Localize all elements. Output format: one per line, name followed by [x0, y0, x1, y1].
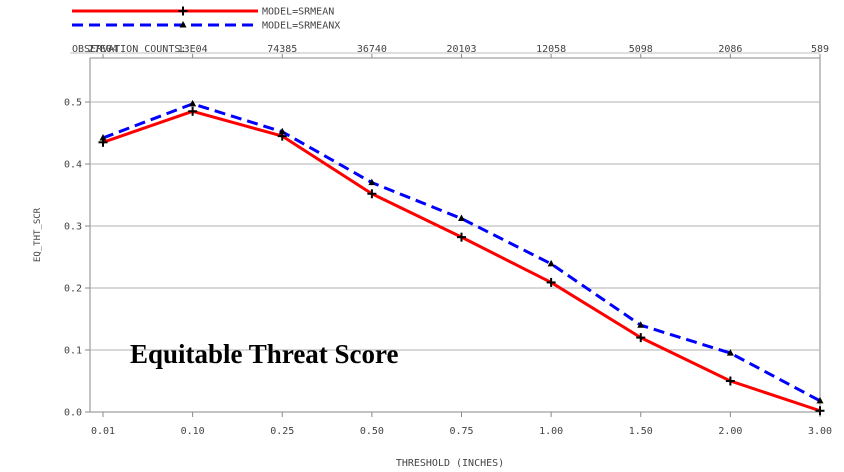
x-tick-label: 1.00: [539, 426, 563, 437]
y-tick-label: 0.3: [64, 222, 82, 233]
point-marker-triangle: [99, 133, 107, 141]
x-tick-label: 0.10: [181, 426, 205, 437]
y-tick-label: 0.1: [64, 346, 82, 357]
point-marker-plus: [457, 232, 466, 242]
observation-counts: 27E04 13E04 74385 36740 20103 12058 5098 2086 58…: [70, 44, 829, 58]
legend-entry: MODEL=SRMEANX: [72, 21, 340, 32]
point-marker-triangle: [547, 259, 555, 267]
x-tick-label: 0.01: [91, 426, 115, 437]
y-tick-label: 0.2: [64, 284, 82, 295]
x-tick-label: 2.00: [718, 426, 742, 437]
point-marker-triangle: [816, 396, 824, 404]
observation-count: 12058: [536, 44, 566, 55]
point-marker-triangle: [637, 321, 645, 328]
point-marker-plus: [367, 189, 377, 199]
point-marker-triangle: [726, 349, 734, 356]
observation-count: 27E04: [88, 44, 118, 55]
point-marker-triangle: [189, 99, 197, 107]
x-axis-ticks: 0.01 0.10 0.25 0.50 0.75 1.00 1.50 2.00 3.00: [91, 412, 832, 437]
observation-count: 20103: [446, 44, 476, 55]
series-model-srmeanx: [99, 99, 824, 404]
observation-count: 589: [811, 44, 829, 55]
y-axis-label: EQ_THT_SCR: [33, 207, 43, 262]
point-marker-plus: [725, 376, 735, 386]
legend-label: MODEL=SRMEANX: [262, 21, 340, 32]
x-tick-label: 1.50: [629, 426, 653, 437]
series-layer: [98, 99, 825, 416]
y-tick-label: 0.4: [64, 160, 82, 171]
point-marker-triangle: [278, 127, 286, 135]
x-tick-label: 0.50: [360, 426, 384, 437]
point-marker-plus: [188, 106, 198, 116]
plot-area: [89, 57, 821, 413]
observation-count: 74385: [267, 44, 297, 55]
series-line: [102, 102, 821, 403]
observation-count: 36740: [357, 44, 387, 55]
observation-count: 13E04: [178, 44, 208, 55]
point-marker-plus: [815, 406, 825, 416]
x-tick-label: 3.00: [808, 426, 832, 437]
x-tick-label: 0.75: [449, 426, 473, 437]
point-marker-triangle: [458, 214, 465, 222]
point-marker-triangle: [179, 21, 187, 28]
observation-count: 2086: [718, 44, 742, 55]
grid-lines: [90, 101, 820, 351]
y-tick-label: 0.5: [64, 98, 82, 109]
point-marker-plus: [636, 333, 646, 343]
legend-entry: MODEL=SRMEAN: [72, 6, 334, 18]
series-model-srmean: [98, 106, 825, 416]
legend: MODEL=SRMEAN MODEL=SRMEANX: [72, 6, 340, 32]
y-tick-label: 0.0: [64, 408, 82, 419]
observation-count: 5098: [629, 44, 653, 55]
point-marker-triangle: [368, 178, 376, 186]
observation-counts-label: OBSERVATION COUNTS:: [72, 44, 186, 55]
chart-title: Equitable Threat Score: [130, 339, 399, 369]
point-marker-plus: [546, 277, 556, 287]
point-marker-plus: [178, 6, 188, 16]
x-tick-label: 0.25: [270, 426, 294, 437]
y-axis-ticks: 0.0 0.1 0.2 0.3 0.4 0.5: [64, 98, 90, 419]
x-axis-label: THRESHOLD (INCHES): [396, 458, 504, 469]
legend-label: MODEL=SRMEAN: [262, 7, 334, 18]
